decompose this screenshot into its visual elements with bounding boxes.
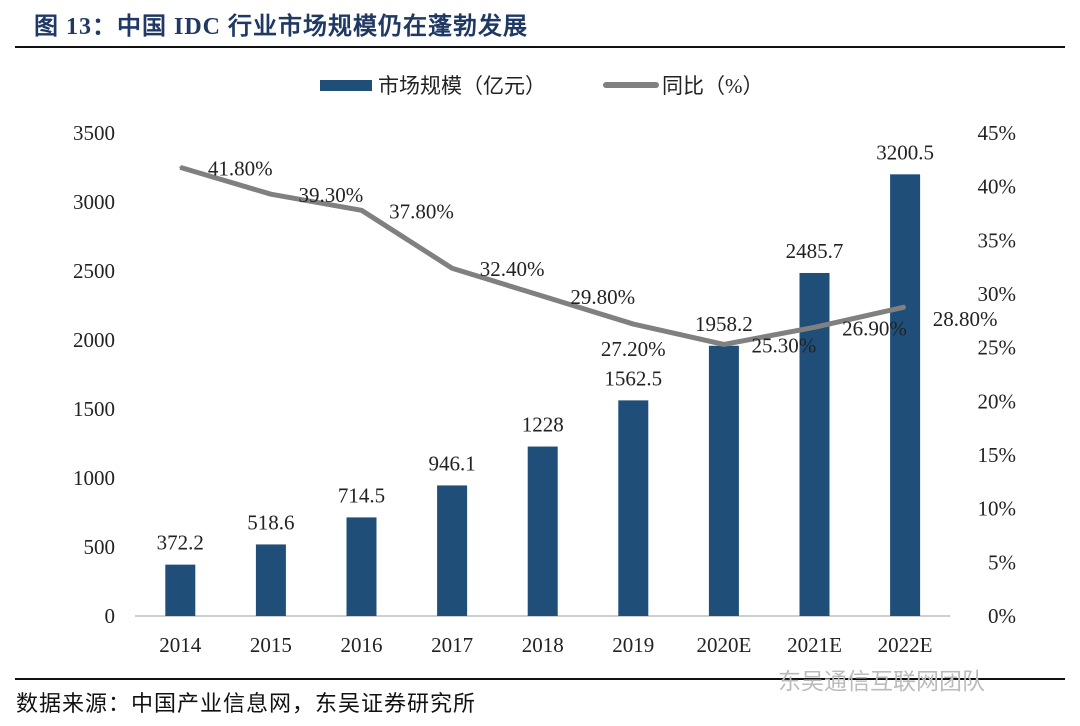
y-right-tick-label: 25% bbox=[978, 336, 1017, 360]
line-data-label: 26.90% bbox=[842, 316, 907, 340]
x-tick-label: 2018 bbox=[522, 633, 564, 657]
y-left-tick-label: 500 bbox=[84, 535, 116, 559]
legend-bar-swatch bbox=[320, 80, 372, 91]
legend-bar-label: 市场规模（亿元） bbox=[378, 74, 546, 98]
y-right-tick-label: 0% bbox=[988, 604, 1016, 628]
bar bbox=[165, 564, 196, 616]
x-tick-label: 2014 bbox=[159, 633, 202, 657]
bar-data-label: 1228 bbox=[522, 413, 564, 437]
y-right-tick-label: 45% bbox=[978, 121, 1017, 145]
bar-data-label: 372.2 bbox=[157, 531, 204, 555]
line-point bbox=[269, 193, 272, 196]
line-data-label: 29.80% bbox=[570, 285, 635, 309]
bar-data-label: 3200.5 bbox=[876, 140, 934, 164]
y-left-tick-label: 3500 bbox=[73, 121, 115, 145]
x-tick-label: 2020E bbox=[696, 633, 751, 657]
line-point bbox=[179, 166, 182, 169]
line-point bbox=[904, 305, 907, 308]
y-right-tick-label: 15% bbox=[978, 443, 1017, 467]
y-right-tick-label: 35% bbox=[978, 228, 1017, 252]
line-data-label: 27.20% bbox=[601, 337, 666, 361]
x-tick-label: 2022E bbox=[878, 633, 933, 657]
line-data-label: 39.30% bbox=[299, 183, 364, 207]
figure-title: 图 13：中国 IDC 行业市场规模仍在蓬勃发展 bbox=[34, 14, 529, 40]
watermark: 东吴通信互联网团队 bbox=[778, 669, 985, 695]
bottom-rule bbox=[15, 678, 1065, 680]
bar bbox=[255, 544, 286, 616]
y-left-tick-label: 2500 bbox=[73, 259, 115, 283]
y-right-tick-label: 10% bbox=[978, 497, 1017, 521]
x-tick-label: 2017 bbox=[431, 633, 473, 657]
bar-data-label: 946.1 bbox=[428, 451, 475, 475]
bar-data-label: 2485.7 bbox=[786, 239, 844, 263]
x-tick-label: 2021E bbox=[787, 633, 842, 657]
line-point bbox=[451, 267, 454, 270]
x-tick-label: 2016 bbox=[341, 633, 383, 657]
y-right-tick-label: 30% bbox=[978, 282, 1017, 306]
bar bbox=[437, 485, 468, 616]
bar-data-label: 1958.2 bbox=[695, 312, 753, 336]
line-point bbox=[813, 326, 816, 329]
bar bbox=[527, 446, 558, 616]
line-data-label: 37.80% bbox=[389, 199, 454, 223]
legend-line-label: 同比（%） bbox=[662, 74, 764, 98]
line-point bbox=[632, 323, 635, 326]
y-left-tick-label: 1000 bbox=[73, 466, 115, 490]
bar-data-label: 1562.5 bbox=[604, 366, 662, 390]
y-left-tick-label: 3000 bbox=[73, 190, 115, 214]
y-right-tick-label: 5% bbox=[988, 550, 1016, 574]
x-tick-label: 2019 bbox=[612, 633, 654, 657]
line-point bbox=[541, 295, 544, 298]
bar bbox=[618, 400, 649, 616]
y-left-tick-label: 2000 bbox=[73, 328, 115, 352]
line-data-label: 32.40% bbox=[480, 257, 545, 281]
line-data-label: 28.80% bbox=[933, 307, 998, 331]
bar-data-label: 714.5 bbox=[338, 483, 385, 507]
y-right-tick-label: 40% bbox=[978, 175, 1017, 199]
line-data-label: 25.30% bbox=[752, 333, 817, 357]
top-rule bbox=[15, 46, 1065, 48]
source-note: 数据来源：中国产业信息网，东吴证券研究所 bbox=[16, 691, 477, 716]
y-left-tick-label: 1500 bbox=[73, 397, 115, 421]
line-data-label: 41.80% bbox=[208, 156, 273, 180]
y-right-tick-label: 20% bbox=[978, 389, 1017, 413]
x-tick-label: 2015 bbox=[250, 633, 292, 657]
y-left-tick-label: 0 bbox=[105, 604, 116, 628]
bar bbox=[890, 174, 921, 616]
bar bbox=[708, 345, 739, 616]
legend: 市场规模（亿元） 同比（%） bbox=[320, 74, 764, 98]
line-point bbox=[360, 209, 363, 212]
bar bbox=[346, 517, 377, 616]
bar-data-label: 518.6 bbox=[247, 510, 294, 534]
line-point bbox=[722, 343, 725, 346]
